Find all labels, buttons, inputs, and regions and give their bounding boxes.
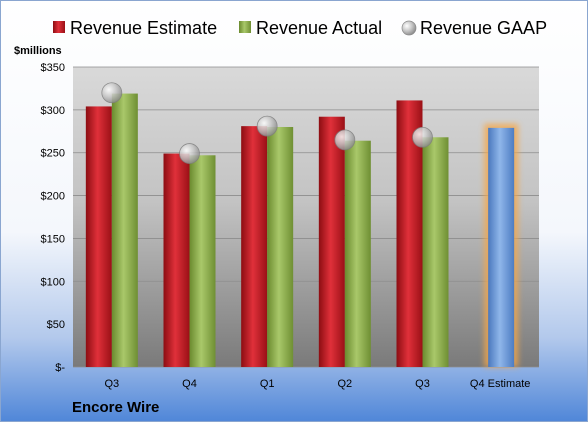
x-tick-label: Q4 (182, 378, 197, 390)
bar-revenue-actual (189, 155, 216, 367)
y-tick-label: $- (55, 362, 65, 374)
bar-revenue-estimate (241, 126, 268, 368)
bar-revenue-actual (111, 93, 138, 368)
y-tick-label: $150 (41, 233, 65, 245)
x-tick-label: Q1 (260, 378, 275, 390)
y-tick-label: $250 (41, 148, 65, 160)
bar-revenue-actual (422, 137, 449, 367)
bar-revenue-actual (267, 127, 294, 367)
marker-revenue-gaap (101, 82, 123, 104)
plot-area (73, 67, 539, 367)
legend-swatch-actual (239, 21, 251, 33)
gridlines (73, 66, 539, 368)
legend-label-estimate: Revenue Estimate (70, 18, 217, 38)
company-name: Encore Wire (72, 399, 159, 416)
y-axis-unit-label: $millions (14, 45, 62, 57)
bar-revenue-actual (344, 140, 371, 367)
bar-revenue-estimate (85, 106, 112, 367)
marker-revenue-gaap (256, 115, 278, 137)
x-tick-label: Q2 (337, 378, 352, 390)
legend-label-actual: Revenue Actual (256, 18, 382, 38)
marker-revenue-gaap (412, 126, 433, 148)
legend-marker-gaap (401, 20, 417, 36)
marker-revenue-gaap (334, 129, 356, 151)
y-tick-label: $350 (41, 62, 65, 74)
y-tick-label: $300 (41, 105, 65, 117)
x-tick-label: Q3 (104, 378, 119, 390)
y-tick-label: $200 (41, 191, 65, 203)
gaap-markers (101, 82, 433, 164)
y-tick-label: $100 (41, 276, 65, 288)
bar-revenue-forecast (488, 127, 515, 367)
y-axis-ticks: $- $50 $100 $150 $200 $250 $300 $350 (41, 62, 66, 374)
x-tick-label: Q4 Estimate (470, 378, 531, 390)
legend-swatch-estimate (53, 21, 65, 33)
marker-revenue-gaap (179, 143, 200, 164)
legend-label-gaap: Revenue GAAP (420, 18, 547, 38)
bar-revenue-estimate (318, 116, 345, 367)
x-tick-label: Q3 (415, 378, 430, 390)
x-axis-ticks: Q3 Q4 Q1 Q2 Q3 Q4 Estimate (104, 378, 530, 390)
legend: Revenue Estimate Revenue Actual Revenue … (53, 18, 547, 38)
bar-revenue-estimate (163, 153, 190, 367)
y-tick-label: $50 (47, 319, 65, 331)
